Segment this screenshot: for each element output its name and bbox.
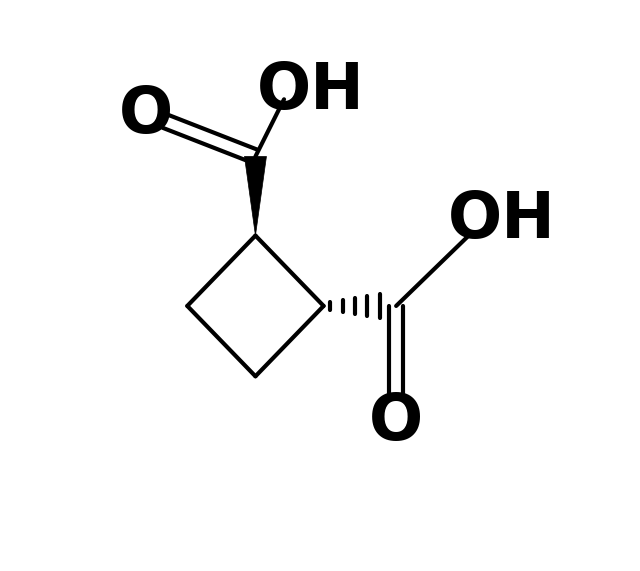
Polygon shape bbox=[244, 156, 266, 236]
Text: OH: OH bbox=[448, 189, 556, 251]
Text: O: O bbox=[369, 392, 423, 453]
Text: O: O bbox=[118, 84, 173, 146]
Text: OH: OH bbox=[257, 59, 364, 122]
